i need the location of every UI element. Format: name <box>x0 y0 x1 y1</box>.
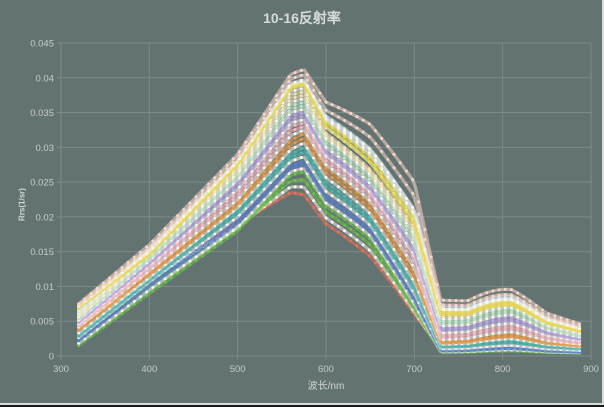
y-tick-label: 0.035 <box>30 108 54 119</box>
x-tick-label: 800 <box>495 364 511 375</box>
y-axis-ticks: 0 0.005 0.01 0.015 0.02 0.025 0.03 0.035 0.04 0.0… <box>30 39 54 363</box>
y-tick-label: 0.045 <box>30 39 54 50</box>
y-tick-label: 0.01 <box>36 282 55 293</box>
x-tick-label: 500 <box>230 364 246 375</box>
x-axis-label: 波长/nm <box>307 381 345 392</box>
chart-title: 10-16反射率 <box>263 10 341 26</box>
bottom-border <box>0 405 604 407</box>
y-tick-label: 0.04 <box>36 73 55 84</box>
y-tick-label: 0.03 <box>36 143 55 154</box>
y-tick-label: 0.02 <box>36 212 55 223</box>
y-tick-label: 0.025 <box>30 178 54 189</box>
x-tick-label: 300 <box>53 364 69 375</box>
series-curve <box>77 68 582 326</box>
x-axis-ticks: 300 400 500 600 700 800 900 <box>53 364 599 375</box>
y-tick-label: 0.005 <box>30 317 54 328</box>
x-tick-label: 600 <box>318 364 334 375</box>
series-curve <box>77 141 582 349</box>
x-tick-label: 900 <box>583 364 599 375</box>
y-tick-label: 0 <box>49 352 54 363</box>
x-tick-label: 700 <box>406 364 422 375</box>
x-tick-label: 400 <box>141 364 157 375</box>
y-tick-label: 0.015 <box>30 247 54 258</box>
data-series <box>77 68 582 355</box>
